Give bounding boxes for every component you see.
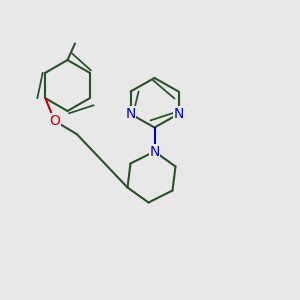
Text: N: N <box>125 107 136 121</box>
Text: N: N <box>173 107 184 121</box>
Text: N: N <box>149 145 160 158</box>
Text: O: O <box>49 114 60 128</box>
